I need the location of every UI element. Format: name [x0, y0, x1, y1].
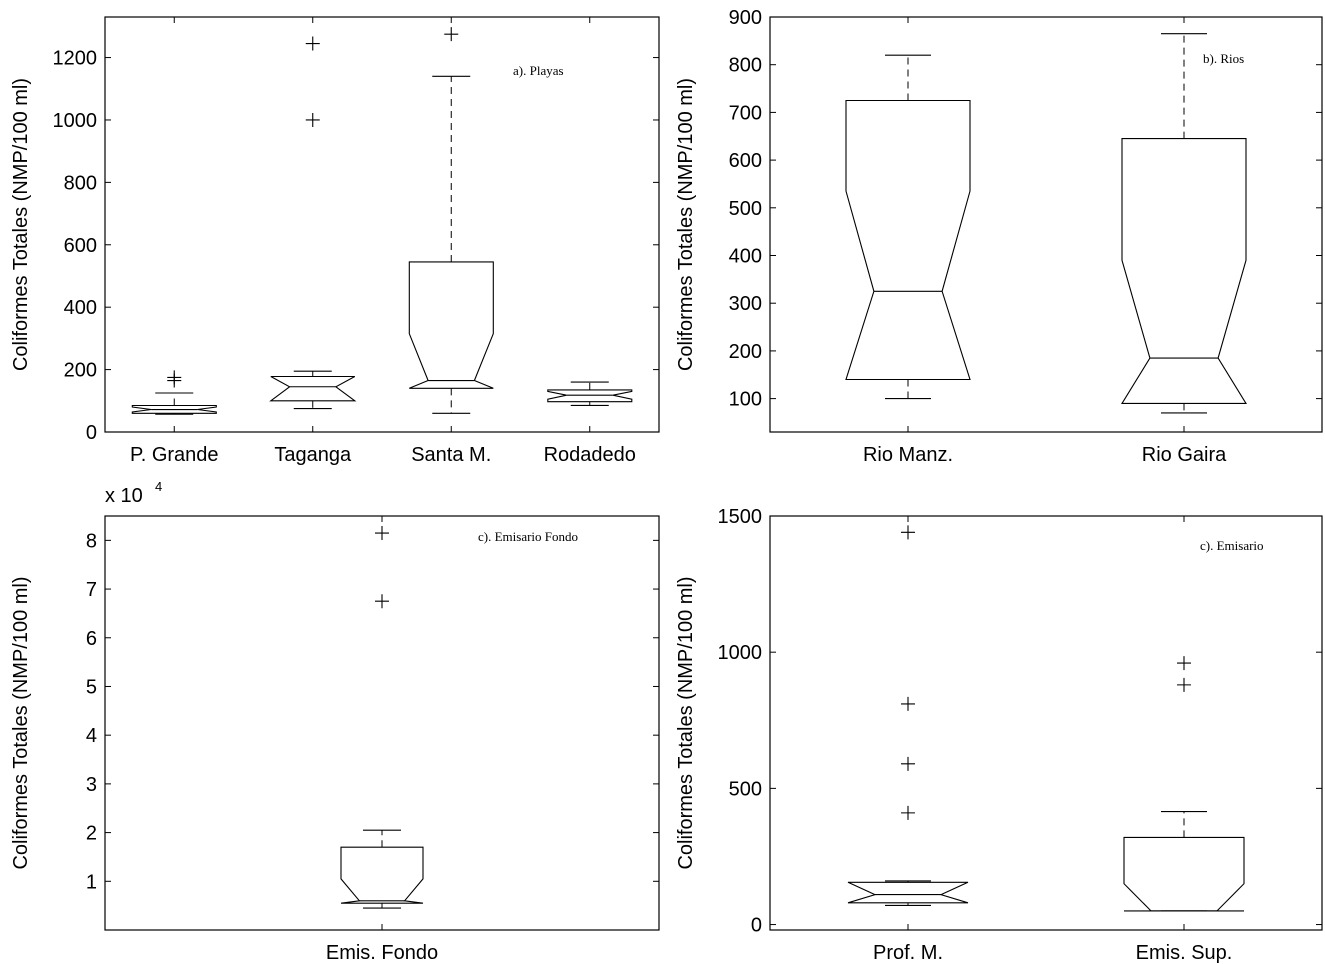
outlier-marker	[305, 112, 320, 127]
category-label: Taganga	[274, 444, 352, 466]
box-body	[1121, 138, 1247, 404]
y-tick-label: 800	[729, 55, 762, 77]
category-label: Rio Manz.	[863, 444, 953, 466]
category-label: P. Grande	[130, 444, 219, 466]
category-label: Emis. Sup.	[1136, 942, 1233, 964]
y-tick-label: 600	[64, 235, 97, 257]
panel-rios: 100 200 300 400 500 600 700 800 900 Rio Manz. Rio …	[675, 7, 1323, 466]
y-tick-label: 5	[86, 676, 97, 698]
box-body	[547, 389, 633, 403]
axes-frame	[104, 16, 660, 433]
y-tick-label: 1200	[53, 48, 98, 70]
y-tick-label: 300	[729, 293, 762, 315]
axes-frame	[769, 16, 1323, 433]
y-tick-label: 200	[729, 341, 762, 363]
box-body	[847, 881, 969, 904]
outlier-marker	[901, 696, 915, 711]
panel-annotation: c). Emisario	[1200, 538, 1264, 553]
panel-emisario: 0 500 1000 1500 Prof. M. Emis. Sup. Coliformes…	[675, 506, 1323, 964]
y-axis-title: Coliformes Totales (NMP/100 ml)	[10, 576, 32, 869]
panel-annotation: c). Emisario Fondo	[478, 529, 578, 544]
category-label: Santa M.	[411, 444, 491, 466]
panel-annotation: a). Playas	[513, 63, 564, 78]
axes-frame	[769, 515, 1323, 931]
y-axis-title: Coliformes Totales (NMP/100 ml)	[675, 78, 697, 371]
scale-multiplier-exponent: 4	[155, 479, 162, 494]
y-tick-label: 0	[86, 422, 97, 444]
y-tick-label: 200	[64, 360, 97, 382]
y-tick-label: 100	[729, 389, 762, 411]
category-label: Emis. Fondo	[326, 942, 438, 964]
y-tick-label: 0	[751, 915, 762, 937]
outlier-marker	[375, 594, 389, 609]
outlier-marker	[1177, 656, 1191, 671]
y-axis-title: Coliformes Totales (NMP/100 ml)	[675, 576, 697, 869]
outlier-marker	[901, 525, 915, 540]
outlier-marker	[901, 756, 915, 771]
panel-playas: 0 200 400 600 800 1000 1200 P. Grande Taganga San…	[10, 16, 660, 466]
outlier-marker	[305, 36, 320, 51]
box-body	[1123, 836, 1245, 912]
outlier-marker	[901, 805, 915, 820]
outlier-marker	[1177, 677, 1191, 692]
y-tick-label: 600	[729, 150, 762, 172]
y-tick-label: 2	[86, 823, 97, 845]
y-tick-label: 1000	[718, 642, 763, 664]
y-tick-label: 3	[86, 774, 97, 796]
y-tick-label: 1500	[718, 506, 763, 528]
category-label: Rio Gaira	[1142, 444, 1227, 466]
y-tick-label: 1000	[53, 110, 98, 132]
y-tick-label: 400	[729, 246, 762, 268]
box-body	[408, 261, 494, 389]
y-tick-label: 1	[86, 871, 97, 893]
y-tick-label: 800	[64, 172, 97, 194]
box-body	[131, 404, 217, 414]
y-tick-label: 7	[86, 579, 97, 601]
scale-multiplier: x 10	[105, 485, 143, 507]
y-tick-label: 400	[64, 297, 97, 319]
outlier-marker	[375, 526, 389, 541]
box-body	[340, 846, 424, 904]
y-tick-label: 8	[86, 530, 97, 552]
y-tick-label: 500	[729, 778, 762, 800]
y-axis-title: Coliformes Totales (NMP/100 ml)	[10, 78, 32, 371]
category-label: Prof. M.	[873, 942, 943, 964]
box-body	[269, 375, 357, 402]
y-tick-label: 700	[729, 102, 762, 124]
axes-frame	[104, 515, 660, 931]
outlier-marker	[167, 370, 182, 385]
y-tick-label: 6	[86, 628, 97, 650]
y-tick-label: 900	[729, 7, 762, 29]
panel-emisario-fondo: 1 2 3 4 5 6 7 8 Emis. Fondo Coliformes Totales (N…	[10, 479, 660, 964]
box-body	[845, 99, 971, 381]
y-tick-label: 4	[86, 725, 97, 747]
outlier-marker	[444, 27, 459, 42]
category-label: Rodadedo	[544, 444, 636, 466]
y-tick-label: 500	[729, 198, 762, 220]
panel-annotation: b). Rios	[1203, 51, 1244, 66]
